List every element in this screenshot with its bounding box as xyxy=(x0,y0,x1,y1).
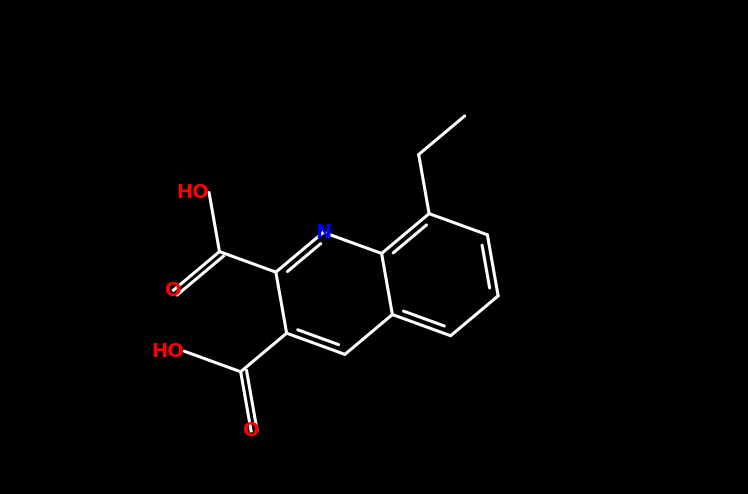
Text: HO: HO xyxy=(177,183,209,202)
Text: O: O xyxy=(165,281,182,300)
Text: HO: HO xyxy=(151,342,184,361)
Text: O: O xyxy=(243,421,260,440)
Text: N: N xyxy=(315,223,331,242)
